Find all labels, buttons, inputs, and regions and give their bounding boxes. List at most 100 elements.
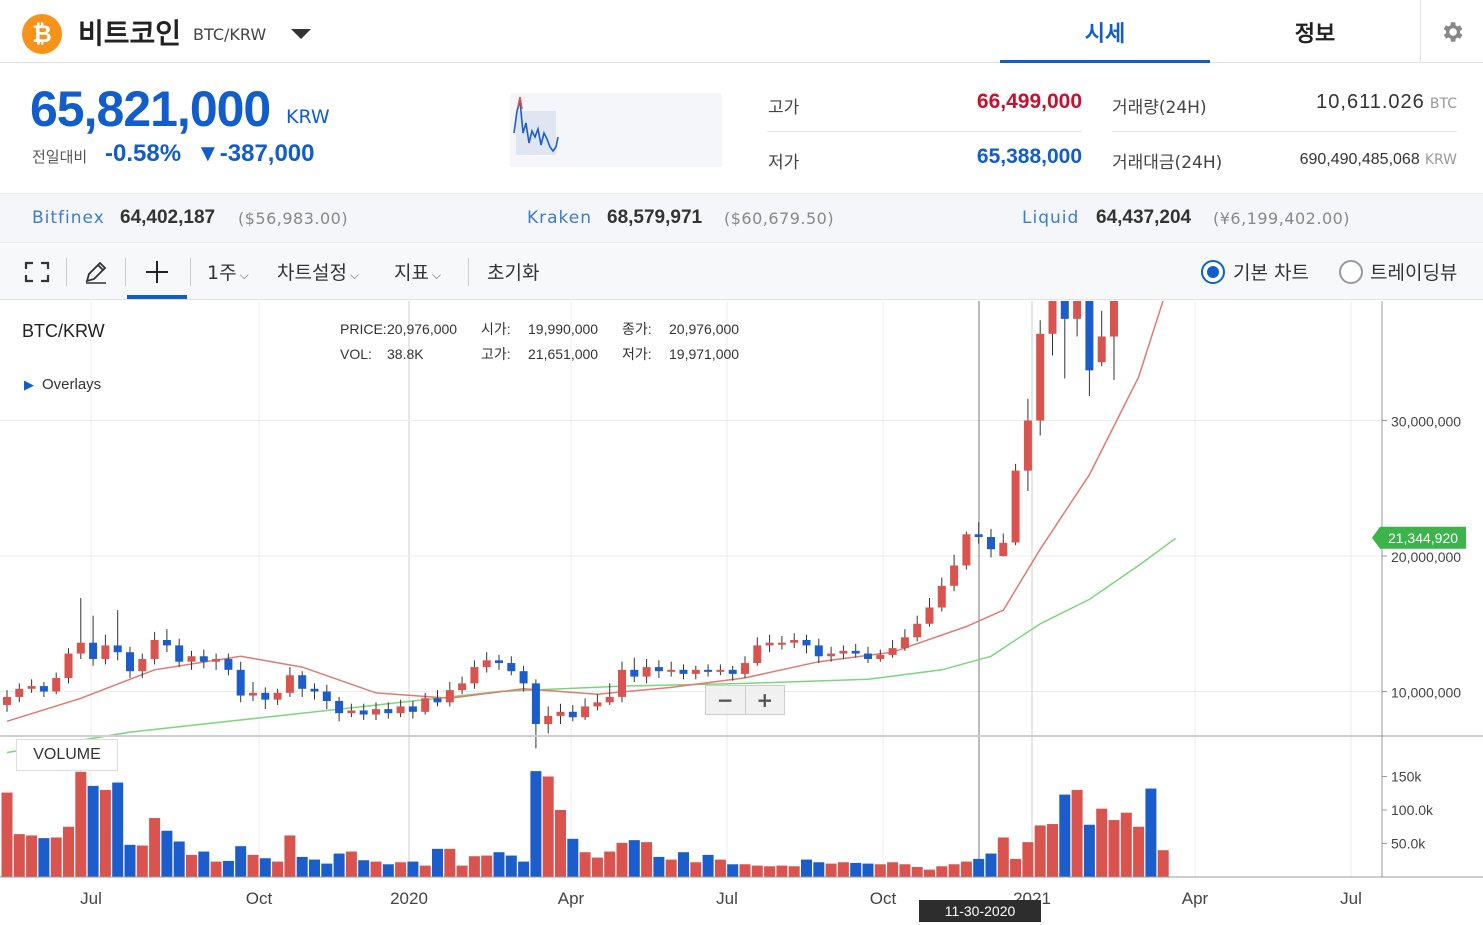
- y-tick-label: 30,000,000: [1391, 414, 1461, 430]
- basic-chart-radio[interactable]: [1201, 260, 1225, 284]
- volume-bar: [628, 840, 640, 877]
- divider: [125, 258, 126, 286]
- candle: [470, 660, 479, 689]
- volume-pane-label: VOLUME: [16, 739, 118, 771]
- candle-body: [962, 534, 971, 566]
- candle-body: [630, 669, 639, 677]
- volume-tick-label: 100.0k: [1391, 802, 1434, 818]
- overlays-toggle[interactable]: ▶ Overlays: [24, 376, 101, 393]
- volume-bar: [924, 869, 935, 877]
- candle: [150, 631, 159, 665]
- chart-canvas[interactable]: JulOct2020AprJulOct2021AprJul60,000,0005…: [0, 301, 1483, 925]
- crosshair-button[interactable]: [137, 252, 177, 292]
- zoom-in-button[interactable]: +: [756, 688, 774, 712]
- exchange-foreign-price: ($56,983.00): [238, 209, 349, 228]
- divider: [767, 131, 1082, 132]
- caret-down-icon[interactable]: [291, 29, 311, 39]
- tab-info[interactable]: 정보: [1294, 21, 1336, 47]
- volume-bar: [407, 861, 419, 877]
- candle-body: [495, 660, 503, 664]
- candle-body: [556, 711, 565, 716]
- tradingview-radio[interactable]: [1339, 260, 1363, 284]
- price-tags: 66,578,10941,680,66721,344,920: [1372, 526, 1466, 549]
- volume-bar: [358, 860, 370, 877]
- amount-unit: KRW: [1424, 152, 1457, 168]
- volume-bar: [899, 864, 911, 877]
- candle-body: [827, 653, 836, 657]
- candle-body: [187, 656, 196, 662]
- volume-bar: [678, 852, 689, 877]
- y-tick-label: 10,000,000: [1391, 685, 1461, 701]
- legend-high-label: 고가:: [481, 346, 511, 362]
- candle-body: [384, 709, 393, 714]
- current-price: 65,821,000: [30, 81, 271, 137]
- zoom-out-button[interactable]: −: [706, 686, 746, 714]
- low-label: 저가: [768, 153, 800, 173]
- volume-bar: [1034, 825, 1046, 877]
- price-chart[interactable]: JulOct2020AprJulOct2021AprJul60,000,0005…: [0, 301, 1483, 925]
- volume-bar: [1157, 850, 1169, 877]
- candle-body: [347, 710, 356, 714]
- candle-body: [1085, 301, 1094, 371]
- candle-body: [618, 669, 626, 697]
- volume-bar: [702, 854, 714, 877]
- volume-bar: [1083, 824, 1095, 877]
- settings-button[interactable]: [1420, 0, 1483, 63]
- crosshair-icon: [146, 261, 168, 283]
- bitcoin-logo-icon: ₿: [22, 14, 62, 54]
- chart-legend: PRICE: 20,976,000 시가: 19,990,000 종가: 20,…: [340, 321, 739, 362]
- candle-body: [716, 669, 725, 672]
- candle: [999, 533, 1008, 557]
- candle-body: [704, 669, 713, 672]
- price-tag-label: 21,344,920: [1388, 530, 1458, 546]
- candle: [654, 660, 663, 678]
- candle: [113, 610, 122, 661]
- chevron-down-icon: ⌵: [431, 268, 442, 282]
- candle: [372, 702, 380, 720]
- high-value: 66,499,000: [976, 90, 1082, 113]
- volume-bar: [259, 858, 271, 877]
- volume-bar: [948, 864, 960, 877]
- candle-body: [925, 607, 934, 624]
- x-tick-label: Oct: [246, 889, 273, 908]
- crosshair-date-label: 11-30-2020: [919, 900, 1041, 922]
- overlays-label: Overlays: [42, 376, 102, 393]
- candle: [605, 683, 614, 706]
- price-tag: 21,344,920: [1372, 526, 1466, 549]
- volume-bar: [1071, 789, 1083, 877]
- chevron-down-icon: ⌵: [239, 268, 249, 282]
- period-dropdown[interactable]: 1주 ⌵: [207, 258, 249, 285]
- candle-body: [212, 658, 221, 662]
- volume-bar: [960, 861, 972, 877]
- candle-body: [421, 698, 430, 712]
- candle: [790, 633, 799, 649]
- exchange-name[interactable]: Kraken: [527, 208, 593, 228]
- basic-chart-label[interactable]: 기본 차트: [1233, 262, 1309, 284]
- candle: [777, 635, 786, 650]
- volume-bar: [690, 862, 702, 877]
- x-tick-label: Jul: [80, 889, 102, 908]
- candle: [298, 671, 307, 697]
- draw-button[interactable]: [76, 252, 116, 292]
- tab-price[interactable]: 시세: [1000, 0, 1210, 63]
- candle-body: [445, 690, 454, 703]
- candle-body: [1110, 301, 1118, 337]
- indicators-dropdown[interactable]: 지표 ⌵: [394, 258, 441, 285]
- candle-body: [199, 656, 208, 662]
- volume-bar: [874, 864, 886, 877]
- exchange-name[interactable]: Bitfinex: [32, 208, 105, 228]
- candle: [310, 683, 319, 700]
- fullscreen-button[interactable]: [17, 252, 57, 292]
- candle: [27, 679, 36, 693]
- volume-bar: [112, 782, 124, 877]
- exchange-name[interactable]: Liquid: [1022, 208, 1080, 228]
- tradingview-label[interactable]: 트레이딩뷰: [1370, 262, 1458, 284]
- volume-bar: [444, 848, 456, 877]
- volume-bar: [850, 862, 862, 877]
- candle: [950, 554, 959, 592]
- chart-settings-dropdown[interactable]: 차트설정 ⌵: [277, 258, 359, 285]
- x-tick-label: Apr: [558, 889, 585, 908]
- candle-body: [101, 645, 110, 659]
- legend-open-label: 시가:: [481, 321, 511, 337]
- reset-button[interactable]: 초기화: [487, 262, 540, 284]
